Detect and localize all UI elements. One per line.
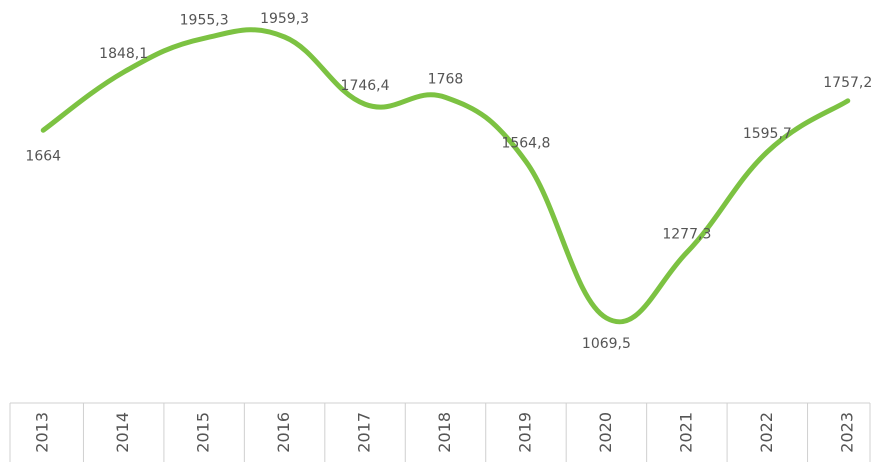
x-tick-label: 2019	[515, 412, 534, 453]
data-label: 1746,4	[341, 78, 390, 94]
data-label: 1277,3	[662, 226, 711, 242]
x-tick-label: 2014	[113, 412, 132, 453]
data-label: 1069,5	[582, 336, 631, 352]
line	[40, 27, 851, 325]
data-label: 1959,3	[260, 11, 309, 27]
data-label: 1768	[428, 71, 464, 87]
data-label: 1955,3	[180, 12, 229, 28]
x-tick-label: 2020	[596, 412, 615, 453]
x-tick-label: 2018	[435, 412, 454, 453]
data-label: 1757,2	[823, 75, 872, 91]
x-tick-label: 2023	[837, 412, 856, 453]
data-label: 1595,7	[743, 126, 792, 142]
x-tick-label: 2016	[274, 412, 293, 453]
data-label: 1564,8	[501, 136, 550, 152]
x-tick-label: 2022	[757, 412, 776, 453]
data-label: 1848,1	[99, 46, 148, 62]
x-tick-label: 2013	[33, 412, 52, 453]
data-label: 1664	[25, 148, 61, 164]
x-tick-label: 2021	[676, 412, 695, 453]
x-tick-label: 2017	[355, 412, 374, 453]
x-tick-label: 2015	[194, 412, 213, 453]
